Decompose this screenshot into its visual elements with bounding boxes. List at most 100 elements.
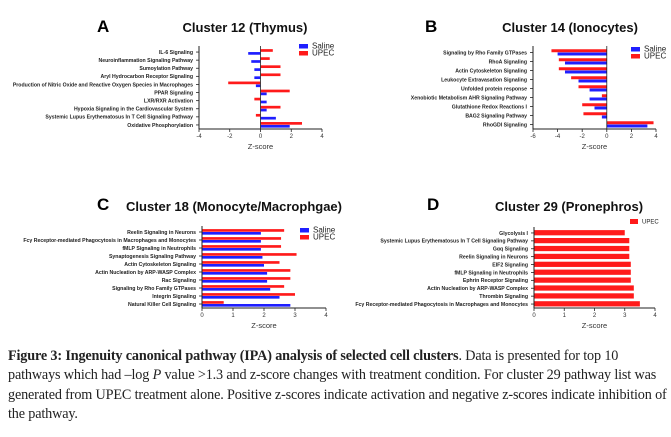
bar-upec <box>202 245 282 248</box>
x-tick-label: -4 <box>196 134 202 140</box>
bar-saline <box>251 60 261 63</box>
bar-upec <box>534 261 631 267</box>
x-tick-label: 1 <box>231 313 235 319</box>
bar-upec <box>255 113 261 117</box>
bar-saline <box>202 272 268 275</box>
x-tick-label: -2 <box>227 134 233 140</box>
x-tick-label: 4 <box>320 134 324 140</box>
x-tick-label: 3 <box>293 313 297 319</box>
x-axis-title-b: Z-score <box>582 142 607 151</box>
category-label: RhoA Signaling <box>489 59 527 65</box>
category-label: Thrombin Signaling <box>479 294 528 300</box>
x-tick-label: 0 <box>605 134 609 140</box>
bar-saline <box>202 240 261 243</box>
panel-letter-a: A <box>97 17 109 36</box>
figure-caption: Figure 3: Ingenuity canonical pathway (I… <box>8 347 668 424</box>
bar-saline <box>254 76 261 80</box>
bar-upec <box>534 269 631 275</box>
bar-upec <box>534 245 630 252</box>
category-label: Production of Nitric Oxide and Reactive … <box>13 82 193 88</box>
bar-upec <box>228 81 261 85</box>
category-label: Actin Nucleation by ARP-WASP Complex <box>95 270 196 276</box>
x-tick-label: 0 <box>259 134 263 140</box>
legend-label-upec: UPEC <box>644 52 666 61</box>
category-label: Glycolysis I <box>499 231 528 237</box>
bar-saline <box>260 116 276 120</box>
x-tick-label: 0 <box>200 313 204 319</box>
bar-upec <box>601 94 607 98</box>
category-label: fMLP Signaling in Neutrophils <box>454 270 528 276</box>
bar-upec <box>583 112 607 116</box>
x-axis-title-d: Z-score <box>582 321 607 330</box>
category-label: Hypoxia Signaling in the Cardiovascular … <box>74 107 193 113</box>
legend-swatch-saline <box>300 228 309 233</box>
panel-title-b: Cluster 14 (Ionocytes) <box>502 20 638 35</box>
category-label: fMLP Signaling in Neutrophils <box>122 246 196 252</box>
bar-upec <box>260 57 270 60</box>
caption-body-1: . Data is presented for top 10 pathways … <box>8 348 619 384</box>
x-tick-label: 4 <box>654 134 658 140</box>
bar-upec <box>202 301 224 304</box>
legend-swatch-saline <box>299 44 308 49</box>
caption-body-2: value >1.3 and z-score changes with trea… <box>8 367 667 422</box>
bar-upec <box>534 238 630 244</box>
x-axis-title-c: Z-score <box>251 321 276 330</box>
bar-saline <box>594 106 607 110</box>
legend-label-upec: UPEC <box>642 220 659 226</box>
bar-saline <box>202 264 264 267</box>
bar-saline <box>606 124 648 128</box>
category-label: Synaptogenesis Signaling Pathway <box>109 254 196 260</box>
panel-letter-c: C <box>97 195 109 214</box>
x-axis-title-a: Z-score <box>248 142 273 151</box>
bar-upec <box>202 253 297 256</box>
legend-label-upec: UPEC <box>312 49 334 58</box>
bar-upec <box>202 229 285 232</box>
bar-saline <box>202 304 291 307</box>
legend-label-saline: Saline <box>312 42 335 51</box>
category-label: Reelin Signaling in Neurons <box>127 230 196 236</box>
x-tick-label: -4 <box>555 134 561 140</box>
panel-letter-b: B <box>425 17 437 36</box>
x-tick-label: 2 <box>290 134 294 140</box>
bar-saline <box>202 288 271 291</box>
bar-upec <box>260 73 281 77</box>
category-label: LXR/RXR Activation <box>144 98 193 104</box>
bar-upec <box>582 103 607 107</box>
bar-saline <box>248 52 261 55</box>
bar-upec <box>571 76 607 80</box>
x-tick-label: 4 <box>324 313 328 319</box>
bar-upec <box>558 67 607 71</box>
bar-upec <box>202 269 291 272</box>
bar-upec <box>260 89 290 93</box>
bar-upec <box>202 285 285 288</box>
bar-saline <box>202 232 261 235</box>
bar-upec <box>534 277 631 283</box>
x-tick-label: 4 <box>653 313 657 319</box>
category-label: Signaling by Rho Family GTPases <box>112 286 196 292</box>
x-tick-label: -6 <box>530 134 536 140</box>
bar-saline <box>260 100 267 104</box>
category-label: Fcγ Receptor-mediated Phagocytosis in Ma… <box>23 238 196 244</box>
legend-label-saline: Saline <box>644 45 667 54</box>
legend-swatch-upec <box>631 54 640 59</box>
category-label: Rac Signaling <box>162 278 196 284</box>
category-label: Integrin Signaling <box>152 294 196 300</box>
x-tick-label: -2 <box>580 134 586 140</box>
category-label: Gαq Signaling <box>493 247 528 253</box>
legend-label-saline: Saline <box>313 226 336 235</box>
caption-label: Figure 3 <box>8 348 58 364</box>
caption-title: Ingenuity canonical pathway (IPA) analys… <box>65 348 459 364</box>
bar-saline <box>564 61 607 65</box>
bar-upec <box>260 105 281 109</box>
bar-upec <box>260 49 273 52</box>
bar-upec <box>534 285 634 291</box>
bar-upec <box>558 58 607 62</box>
figure-panels: A Cluster 12 (Thymus) IL-6 Signaling Neuroi… <box>13 17 667 330</box>
bar-saline <box>589 88 607 92</box>
category-label: Systemic Lupus Erythematosus In T Cell S… <box>45 115 193 121</box>
category-label: Fcγ Receptor-mediated Phagocytosis in Ma… <box>355 302 528 308</box>
bar-saline <box>260 124 290 128</box>
bar-saline <box>260 108 267 112</box>
bar-upec <box>202 261 280 264</box>
bar-saline <box>202 280 268 283</box>
